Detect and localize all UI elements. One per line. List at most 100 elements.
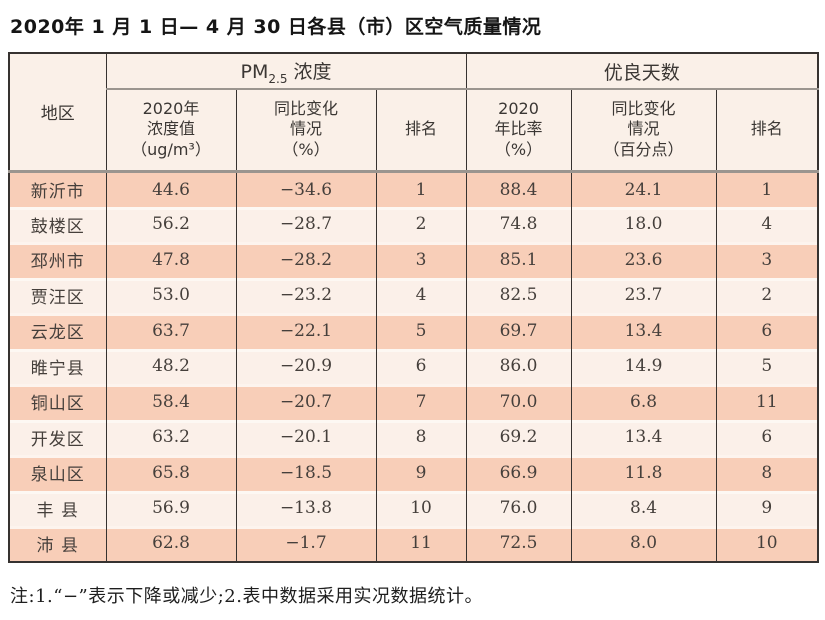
value-cell: −1.7 [235, 526, 377, 562]
table-row: 新沂市 44.6 −34.6 1 88.4 24.1 1 [8, 171, 819, 207]
good-ratio-column-header: 2020 年比率 （%） [465, 89, 572, 171]
value-cell: 24.1 [570, 171, 717, 207]
value-cell: 23.6 [570, 242, 717, 278]
value-cell: 11.8 [570, 455, 717, 491]
table-row: 泉山区 65.8 −18.5 9 66.9 11.8 8 [8, 455, 819, 491]
table-row: 邳州市 47.8 −28.2 3 85.1 23.6 3 [8, 242, 819, 278]
value-cell: 14.9 [570, 348, 717, 384]
value-cell: 8 [715, 455, 819, 491]
pm-label: PM [240, 60, 269, 83]
value-cell: 44.6 [105, 171, 237, 207]
value-cell: 86.0 [465, 348, 572, 384]
value-cell: 1 [375, 171, 467, 207]
value-cell: 5 [375, 313, 467, 349]
value-cell: 8.0 [570, 526, 717, 562]
value-cell: 88.4 [465, 171, 572, 207]
value-cell: −18.5 [235, 455, 377, 491]
value-cell: 48.2 [105, 348, 237, 384]
pm-rank-column-header: 排名 [375, 89, 467, 171]
value-cell: −20.1 [235, 419, 377, 455]
value-cell: 65.8 [105, 455, 237, 491]
value-cell: 2 [715, 277, 819, 313]
value-cell: 69.7 [465, 313, 572, 349]
pm25-group-header: PM2.5 浓度 [105, 53, 467, 90]
value-cell: 6 [715, 419, 819, 455]
region-cell: 云龙区 [8, 313, 107, 349]
value-cell: 66.9 [465, 455, 572, 491]
value-cell: 82.5 [465, 277, 572, 313]
value-cell: −20.9 [235, 348, 377, 384]
value-cell: −13.8 [235, 490, 377, 526]
table-row: 睢宁县 48.2 −20.9 6 86.0 14.9 5 [8, 348, 819, 384]
value-cell: 1 [715, 171, 819, 207]
page-title: 2020年 1 月 1 日— 4 月 30 日各县（市）区空气质量情况 [10, 16, 542, 38]
good-rank-column-header: 排名 [715, 89, 819, 171]
value-cell: 10 [375, 490, 467, 526]
value-cell: 13.4 [570, 313, 717, 349]
value-cell: 85.1 [465, 242, 572, 278]
table-row: 云龙区 63.7 −22.1 5 69.7 13.4 6 [8, 313, 819, 349]
value-cell: 6 [375, 348, 467, 384]
header-sub-row: 2020年 浓度值 （ug/m³） 同比变化 情况 （%） 排名 2020 年比… [9, 89, 819, 171]
region-cell: 新沂市 [8, 171, 107, 207]
value-cell: 70.0 [465, 384, 572, 420]
value-cell: 53.0 [105, 277, 237, 313]
value-cell: 18.0 [570, 206, 717, 242]
region-cell: 铜山区 [8, 384, 107, 420]
value-cell: 62.8 [105, 526, 237, 562]
value-cell: 76.0 [465, 490, 572, 526]
air-quality-table: 地区 PM2.5 浓度 优良天数 2020年 浓度值 （ug/m³） 同比变化 … [8, 52, 820, 563]
value-cell: −22.1 [235, 313, 377, 349]
pm-subscript: 2.5 [268, 71, 288, 86]
footnote: 注:1.“−”表示下降或减少;2.表中数据采用实况数据统计。 [10, 585, 483, 607]
value-cell: 72.5 [465, 526, 572, 562]
value-cell: 6.8 [570, 384, 717, 420]
pm-change-column-header: 同比变化 情况 （%） [235, 89, 377, 171]
value-cell: 4 [715, 206, 819, 242]
value-cell: −23.2 [235, 277, 377, 313]
value-cell: −34.6 [235, 171, 377, 207]
value-cell: 58.4 [105, 384, 237, 420]
value-cell: 3 [715, 242, 819, 278]
table-row: 鼓楼区 56.2 −28.7 2 74.8 18.0 4 [8, 206, 819, 242]
value-cell: 10 [715, 526, 819, 562]
value-cell: 63.7 [105, 313, 237, 349]
value-cell: 8 [375, 419, 467, 455]
table-body: 新沂市 44.6 −34.6 1 88.4 24.1 1 鼓楼区 56.2 −28.7 2 74.8 1… [8, 171, 819, 562]
value-cell: 13.4 [570, 419, 717, 455]
value-cell: 11 [375, 526, 467, 562]
value-cell: 7 [375, 384, 467, 420]
region-cell: 睢宁县 [8, 348, 107, 384]
table-row: 沛 县 62.8 −1.7 11 72.5 8.0 10 [8, 526, 819, 562]
table-row: 丰 县 56.9 −13.8 10 76.0 8.4 9 [8, 490, 819, 526]
value-cell: 11 [715, 384, 819, 420]
region-cell: 丰 县 [8, 490, 107, 526]
value-cell: 56.9 [105, 490, 237, 526]
value-cell: 47.8 [105, 242, 237, 278]
region-cell: 贾汪区 [8, 277, 107, 313]
value-cell: 56.2 [105, 206, 237, 242]
value-cell: −20.7 [235, 384, 377, 420]
good-change-column-header: 同比变化 情况 （百分点） [570, 89, 717, 171]
pm-suffix: 浓度 [287, 60, 332, 83]
value-cell: 63.2 [105, 419, 237, 455]
table-row: 铜山区 58.4 −20.7 7 70.0 6.8 11 [8, 384, 819, 420]
value-cell: 4 [375, 277, 467, 313]
region-cell: 泉山区 [8, 455, 107, 491]
value-cell: 6 [715, 313, 819, 349]
value-cell: 8.4 [570, 490, 717, 526]
pm-value-column-header: 2020年 浓度值 （ug/m³） [105, 89, 237, 171]
region-cell: 鼓楼区 [8, 206, 107, 242]
value-cell: 3 [375, 242, 467, 278]
region-cell: 开发区 [8, 419, 107, 455]
value-cell: 9 [375, 455, 467, 491]
value-cell: 5 [715, 348, 819, 384]
value-cell: 69.2 [465, 419, 572, 455]
value-cell: 9 [715, 490, 819, 526]
table-row: 贾汪区 53.0 −23.2 4 82.5 23.7 2 [8, 277, 819, 313]
region-column-header: 地区 [8, 53, 107, 171]
header-group-row: 地区 PM2.5 浓度 优良天数 [8, 53, 819, 171]
value-cell: 23.7 [570, 277, 717, 313]
region-cell: 沛 县 [8, 526, 107, 562]
